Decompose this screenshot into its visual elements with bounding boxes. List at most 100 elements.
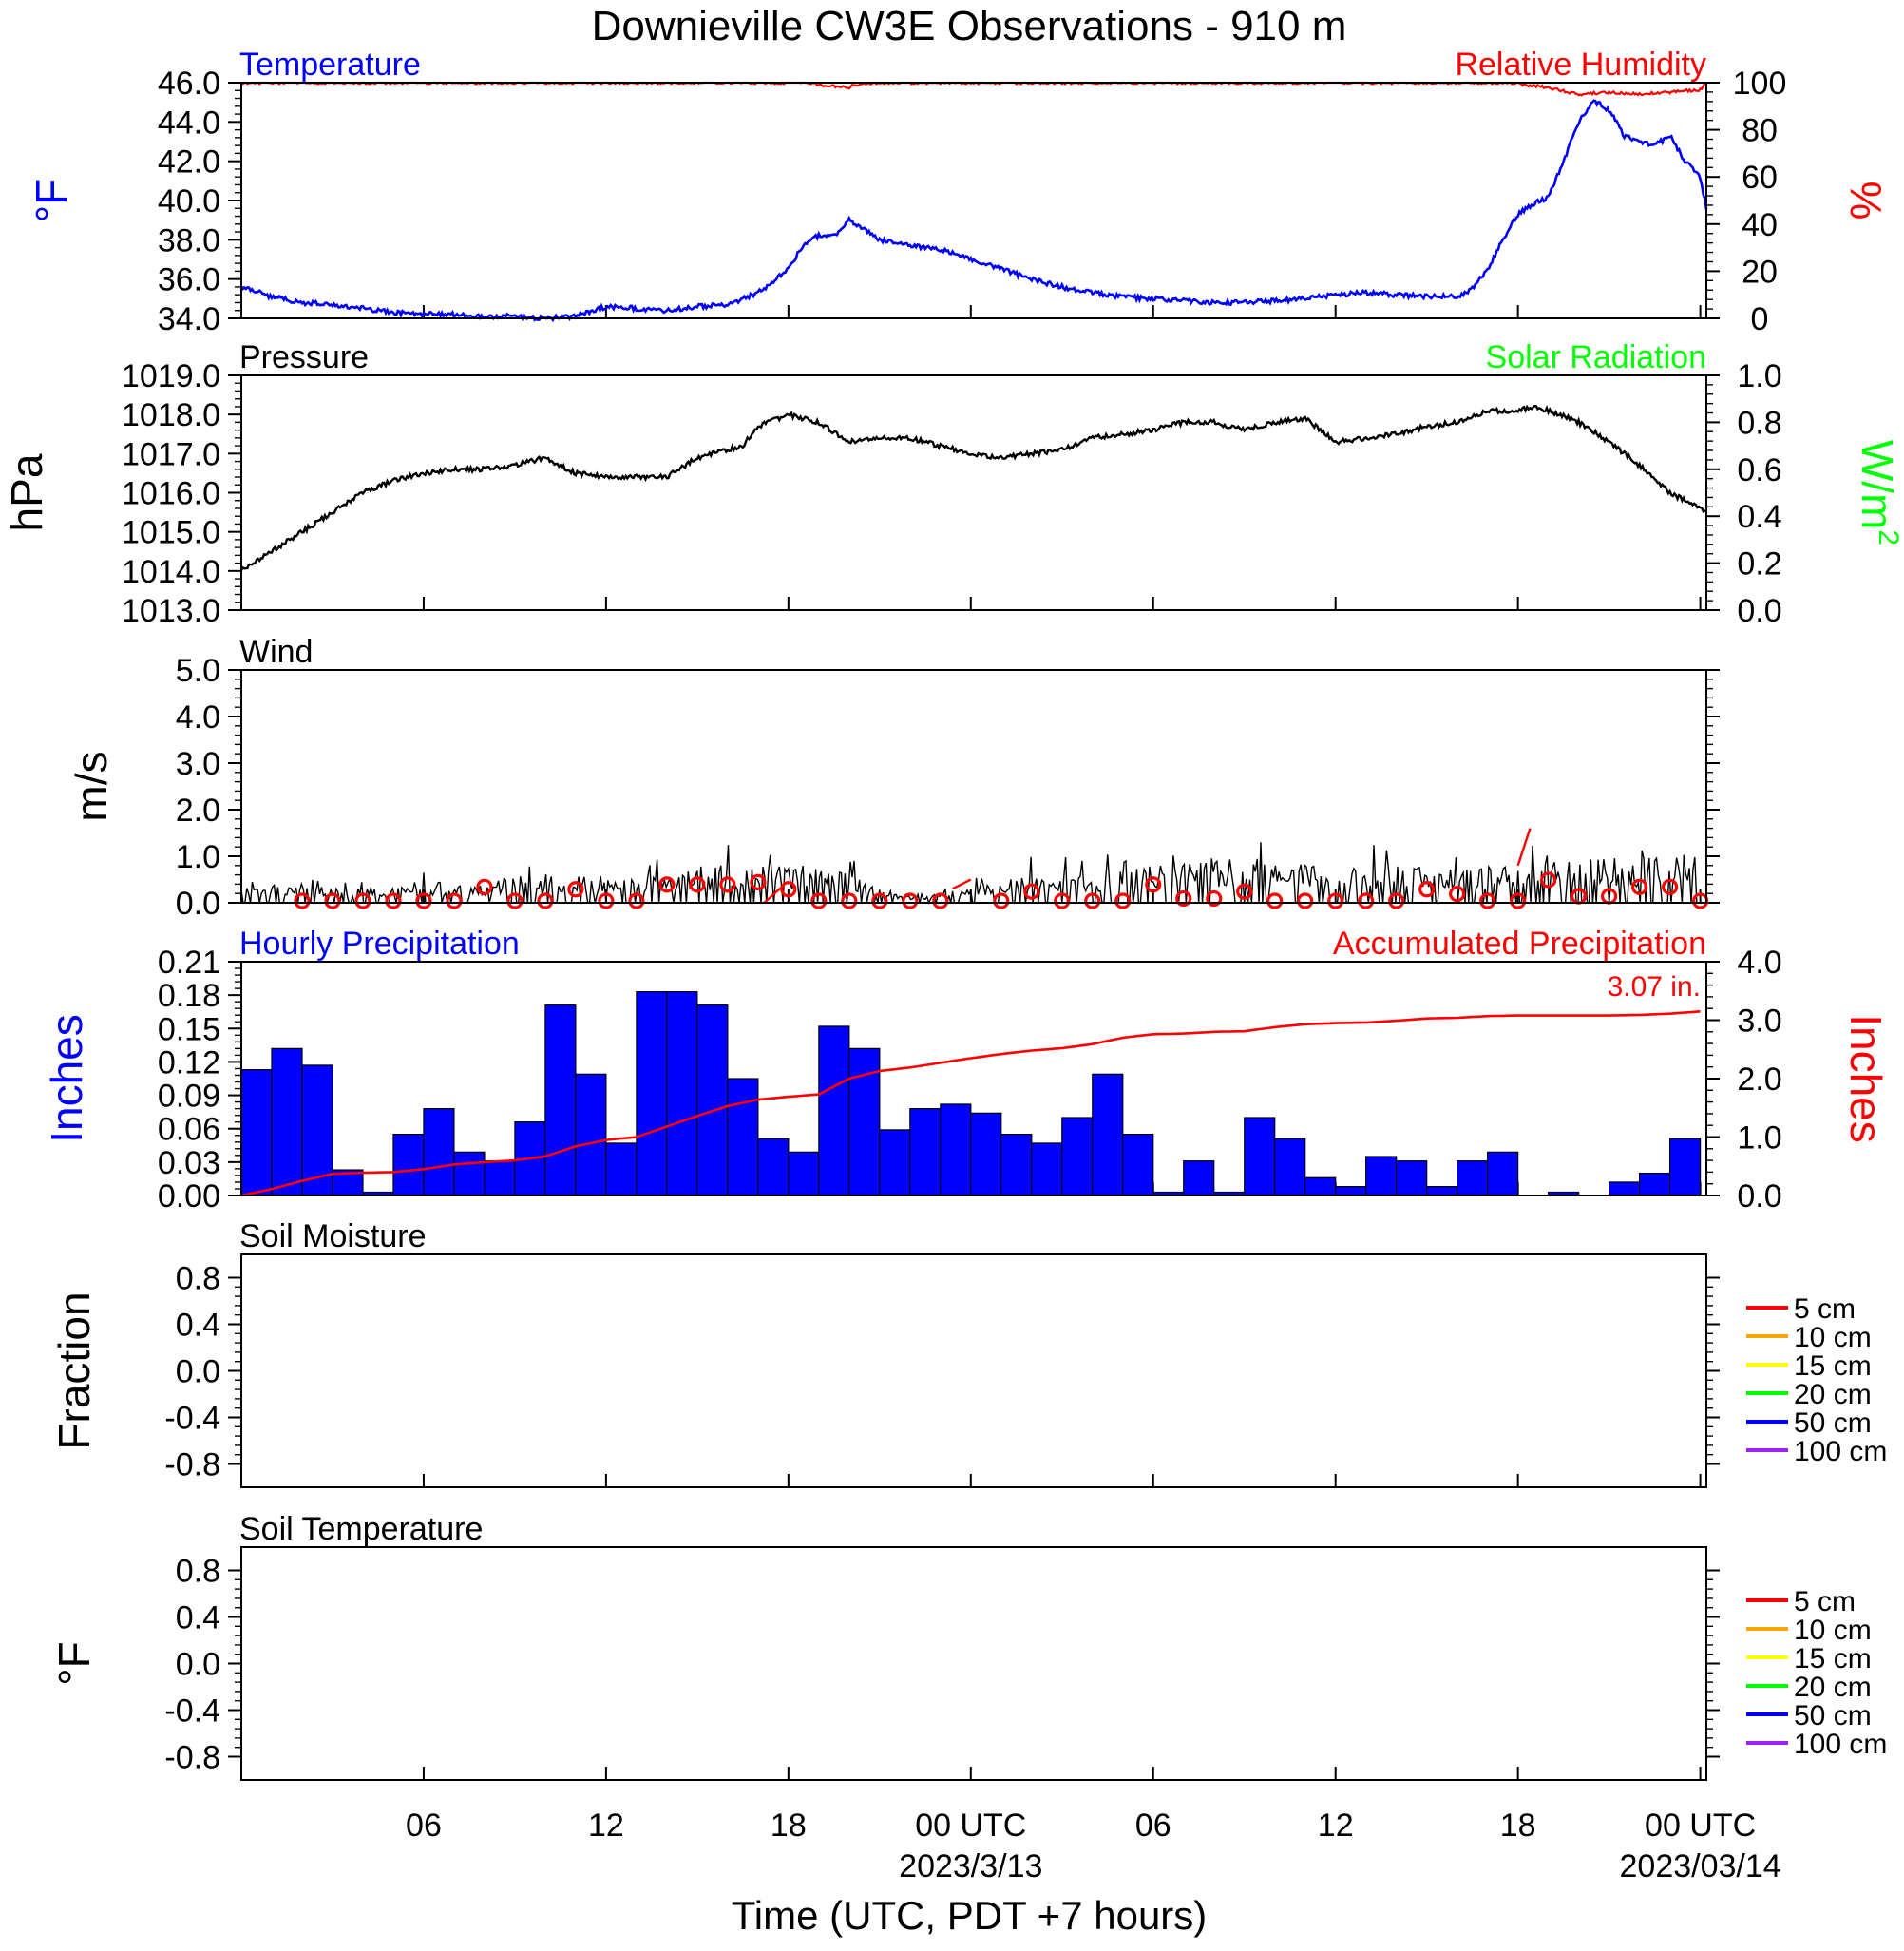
y-tick-label: 0.03 (158, 1145, 220, 1181)
precip-bar (423, 1108, 455, 1196)
unit-base: W/m (1853, 440, 1902, 530)
y-right-tick-label: 20 (1742, 254, 1778, 290)
humidity-line (240, 81, 1707, 97)
precip-bar (1000, 1133, 1033, 1196)
y-tick-label: 42.0 (158, 144, 220, 181)
wind-hourly-marker (1084, 892, 1101, 909)
legend-label: 20 cm (1794, 1379, 1872, 1410)
y-right-tick-label: 4.0 (1737, 945, 1781, 981)
wind-hourly-marker (1358, 892, 1375, 909)
y-right-tick-label: 0.6 (1737, 452, 1781, 488)
wind-hourly-marker (1388, 892, 1405, 909)
precip-bar (1092, 1073, 1124, 1196)
legend-label: 100 cm (1794, 1436, 1887, 1467)
precip-bar (1335, 1186, 1367, 1196)
y-axis-label-right: % (1841, 182, 1891, 220)
y-right-tick-label: 0.4 (1737, 499, 1781, 535)
precip-bar (392, 1133, 425, 1196)
y-axis-label-left: Inches (42, 1014, 91, 1143)
y-tick-label: 0.21 (158, 945, 220, 981)
y-tick-label: 40.0 (158, 183, 220, 220)
y-tick-label: 5.0 (176, 653, 220, 689)
y-tick-label: 1019.0 (122, 358, 220, 394)
precip-bar (696, 1004, 729, 1196)
y-tick-label: 1016.0 (122, 476, 220, 512)
wind-hourly-marker (871, 892, 888, 909)
wind-hourly-marker (780, 881, 797, 898)
panel-title-left: Wind (239, 634, 313, 670)
wind-hourly-marker (476, 878, 493, 895)
y-tick-label: 46.0 (158, 66, 220, 102)
y-tick-label: 0.09 (158, 1079, 220, 1115)
wind-hourly-marker (567, 881, 584, 898)
precip-bar (636, 991, 668, 1196)
y-axis-label-right: W/m2 (1853, 440, 1904, 545)
wind-hourly-marker (1540, 871, 1557, 889)
wind-hourly-marker (1631, 878, 1648, 895)
y-tick-label: 0.18 (158, 978, 220, 1014)
precip-bar (1639, 1172, 1671, 1196)
y-tick-label: 0.0 (176, 886, 220, 922)
y-tick-label: 2.0 (176, 793, 220, 829)
precip-bar (1122, 1133, 1154, 1196)
x-tick-date: 2023/03/14 (1620, 1848, 1781, 1884)
wind-hourly-marker (1449, 886, 1466, 903)
precip-bar (666, 991, 698, 1196)
precip-bar (727, 1078, 759, 1196)
y-tick-label: 1017.0 (122, 436, 220, 472)
precip-bar (544, 1004, 577, 1196)
wind-hourly-marker (1206, 889, 1223, 908)
legend-label: 50 cm (1794, 1700, 1872, 1731)
y-tick-label: 1018.0 (122, 397, 220, 433)
legend-label: 100 cm (1794, 1729, 1887, 1760)
y-tick-label: 0.0 (176, 1354, 220, 1390)
wind-hourly-marker (294, 892, 311, 909)
panels: 34.036.0 38.040.042.044.046.0 0 20 40 60 80 100… (2, 47, 1904, 1781)
wind-hourly-marker (506, 892, 524, 909)
panel-title-left: Temperature (239, 47, 421, 83)
y-right-tick-label: 0.8 (1737, 405, 1781, 441)
panel-temperature: 34.036.0 38.040.042.044.046.0 0 20 40 60 80 100… (27, 47, 1891, 337)
x-axis-label: Time (UTC, PDT +7 hours) (732, 1893, 1208, 1938)
y-right-tick-label: 0.0 (1737, 1178, 1781, 1215)
x-tick-label: 12 (1318, 1808, 1354, 1844)
x-tick-label: 06 (406, 1808, 442, 1844)
panel-frame (240, 961, 1707, 1196)
panel-frame (240, 1253, 1707, 1488)
precip-bar (1031, 1142, 1063, 1196)
y-tick-label: 44.0 (158, 105, 220, 141)
panel-soil_moisture: -0.8 -0.4 0.0 0.4 0.8 Soil Moisture Fraction 5 … (49, 1218, 1887, 1488)
unit-exponent: 2 (1873, 529, 1904, 545)
precip-bar (1487, 1151, 1519, 1196)
precip-bar (453, 1151, 486, 1196)
wind-hourly-marker (1327, 892, 1344, 909)
precip-bar (1426, 1186, 1458, 1196)
y-right-tick-label: 100 (1733, 66, 1787, 102)
precip-bar (1274, 1138, 1306, 1196)
x-tick-label: 12 (588, 1808, 624, 1844)
wind-hourly-marker (537, 892, 554, 909)
pressure-line (239, 404, 1707, 571)
accumulated-precip-line (240, 1010, 1701, 1197)
wind-hourly-marker (841, 892, 858, 909)
panel-title-right: Accumulated Precipitation (1333, 926, 1706, 962)
precip-bar (1457, 1160, 1489, 1196)
y-tick-label: -0.8 (164, 1740, 220, 1776)
y-tick-label: -0.4 (164, 1693, 220, 1730)
y-tick-label: 0.12 (158, 1044, 220, 1081)
time-axis: 06 12 18 00 UTC 2023/3/13 06 12 18 00 UTC 2023/03… (406, 1808, 1781, 1884)
wind-direction-segment (1516, 828, 1532, 867)
precip-bar (1061, 1117, 1094, 1196)
y-tick-label: 0.8 (176, 1554, 220, 1590)
wind-hourly-marker (628, 892, 645, 909)
precip-bar (240, 1069, 273, 1196)
y-right-tick-label: 1.0 (1737, 1120, 1781, 1157)
legend-label: 15 cm (1794, 1643, 1872, 1674)
wind-hourly-marker (1297, 892, 1314, 909)
precip-bar (757, 1138, 790, 1196)
precip-bar (788, 1151, 820, 1196)
y-tick-label: 0.8 (176, 1261, 220, 1297)
panel-wind: 0.0 1.0 2.0 3.0 4.0 5.0 Wind m/s (67, 634, 1720, 922)
